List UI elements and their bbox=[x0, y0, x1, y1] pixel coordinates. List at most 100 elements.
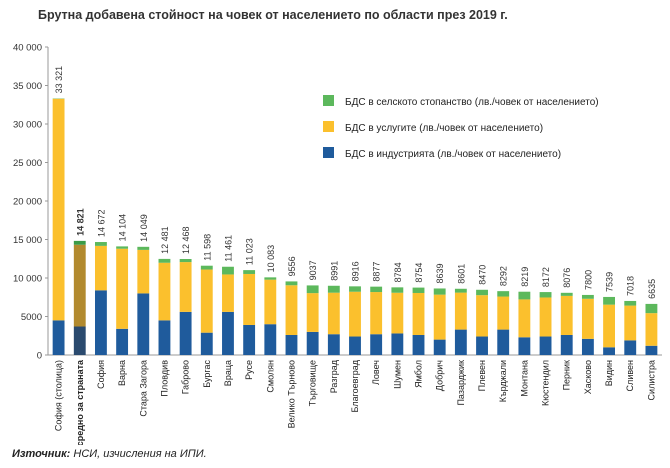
bar-segment bbox=[412, 287, 425, 293]
bar-segment bbox=[158, 258, 171, 263]
bar-value-label: 11 023 bbox=[245, 238, 255, 265]
x-category-label: Габрово bbox=[181, 360, 191, 394]
y-tick-label: 25 000 bbox=[13, 158, 42, 169]
bar-value-label: 8172 bbox=[541, 267, 551, 287]
bar-segment bbox=[200, 332, 213, 355]
bar-segment bbox=[518, 291, 531, 300]
bar-value-label: 8219 bbox=[520, 267, 530, 287]
legend-label: БДС в услугите (лв./човек от населението… bbox=[345, 123, 543, 134]
bar-segment bbox=[581, 294, 594, 299]
x-category-label: Бургас bbox=[202, 360, 212, 388]
bar-segment bbox=[73, 240, 86, 245]
bar-value-label: 8991 bbox=[329, 261, 339, 281]
bar-segment bbox=[645, 345, 658, 355]
x-category-label: Кърджали bbox=[498, 360, 508, 402]
bar-segment bbox=[433, 339, 446, 355]
x-category-label: Разград bbox=[329, 359, 339, 393]
source-label: Източник: bbox=[12, 448, 71, 460]
bar-segment bbox=[497, 329, 510, 355]
legend-label: БДС в селското стопанство (лв./човек от … bbox=[345, 97, 599, 108]
x-category-label: Пловдив bbox=[159, 360, 169, 397]
bar-segment bbox=[412, 334, 425, 355]
bar-segment bbox=[497, 296, 510, 330]
bar-segment bbox=[645, 313, 658, 346]
bar-value-label: 12 468 bbox=[181, 226, 191, 254]
bar-segment bbox=[243, 324, 256, 355]
bar-value-label: 8601 bbox=[456, 264, 466, 284]
bar-segment bbox=[518, 299, 531, 338]
legend-swatch bbox=[323, 147, 334, 158]
source-note: Източник: НСИ, изчисления на ИПИ. bbox=[12, 448, 207, 460]
bar-segment bbox=[137, 246, 150, 250]
bar-value-label: 12 481 bbox=[160, 226, 170, 254]
bar-value-label: 8639 bbox=[435, 263, 445, 283]
x-category-label: Ловеч bbox=[371, 360, 381, 385]
bar-segment bbox=[264, 277, 277, 280]
bar-segment bbox=[243, 270, 256, 274]
bar-value-label: 14 104 bbox=[118, 214, 128, 242]
bar-segment bbox=[158, 320, 171, 355]
y-tick-label: 15 000 bbox=[13, 235, 42, 246]
bar-segment bbox=[603, 304, 615, 348]
legend: БДС в селското стопанство (лв./човек от … bbox=[323, 95, 599, 160]
bar-segment bbox=[603, 296, 615, 305]
bar-segment bbox=[645, 303, 658, 314]
bar-value-label: 8784 bbox=[393, 262, 403, 282]
bar-value-label: 11 598 bbox=[202, 234, 212, 261]
y-tick-label: 0 bbox=[37, 351, 42, 362]
bar-segment bbox=[476, 289, 488, 296]
x-category-label: Варна bbox=[117, 360, 127, 386]
source-text: НСИ, изчисления на ИПИ. bbox=[70, 448, 207, 460]
bar-value-label: 10 083 bbox=[266, 245, 276, 273]
bar-segment bbox=[179, 311, 192, 355]
bar-segment bbox=[391, 333, 404, 355]
y-tick-label: 20 000 bbox=[13, 197, 42, 208]
x-category-label: Търговище bbox=[308, 360, 318, 406]
bars-layer bbox=[52, 98, 658, 355]
bar-segment bbox=[285, 285, 298, 335]
bar-segment bbox=[454, 329, 467, 355]
bar-segment bbox=[560, 334, 573, 355]
bar-segment bbox=[285, 281, 298, 286]
bar-segment bbox=[179, 259, 192, 263]
bar-segment bbox=[179, 262, 192, 312]
bar-segment bbox=[137, 293, 150, 355]
bar-segment bbox=[624, 340, 637, 355]
x-category-label: Сливен bbox=[625, 360, 635, 391]
y-tick-label: 40 000 bbox=[13, 43, 42, 54]
x-category-label: Велико Търново bbox=[286, 360, 296, 428]
bar-segment bbox=[349, 286, 361, 292]
bar-value-label: 11 461 bbox=[223, 235, 233, 262]
bar-segment bbox=[52, 320, 65, 355]
bar-value-label: 14 672 bbox=[96, 209, 106, 237]
y-tick-label: 30 000 bbox=[13, 120, 42, 131]
chart-title: Брутна добавена стойност на човек от нас… bbox=[38, 8, 508, 22]
bar-segment bbox=[264, 279, 277, 325]
x-category-label: Ямбол bbox=[414, 360, 424, 388]
bar-segment bbox=[560, 295, 573, 335]
bar-segment bbox=[306, 331, 319, 355]
bar-segment bbox=[581, 338, 594, 355]
bar-segment bbox=[539, 297, 552, 337]
bar-segment bbox=[116, 328, 129, 355]
bar-segment bbox=[370, 292, 383, 335]
x-category-label: Монтана bbox=[519, 360, 529, 397]
bar-value-label: 33 321 bbox=[54, 66, 64, 94]
bar-segment bbox=[454, 288, 467, 293]
bar-segment bbox=[497, 291, 510, 297]
bar-value-label: 7018 bbox=[626, 276, 636, 296]
bar-value-label: 9556 bbox=[287, 256, 297, 276]
bar-value-label: 8877 bbox=[372, 262, 382, 282]
bar-segment bbox=[539, 292, 552, 298]
bar-value-label: 7800 bbox=[583, 270, 593, 290]
bar-segment bbox=[518, 337, 531, 355]
bar-segment bbox=[433, 288, 446, 295]
bar-segment bbox=[306, 285, 319, 294]
y-tick-label: 35 000 bbox=[13, 81, 42, 92]
bar-segment bbox=[454, 292, 467, 330]
bar-value-label: 14 049 bbox=[139, 214, 149, 242]
x-category-label: Пазарджик bbox=[456, 360, 466, 406]
bar-value-label: 8470 bbox=[478, 265, 488, 285]
x-category-label: Плевен bbox=[477, 360, 487, 391]
bar-segment bbox=[95, 245, 107, 291]
